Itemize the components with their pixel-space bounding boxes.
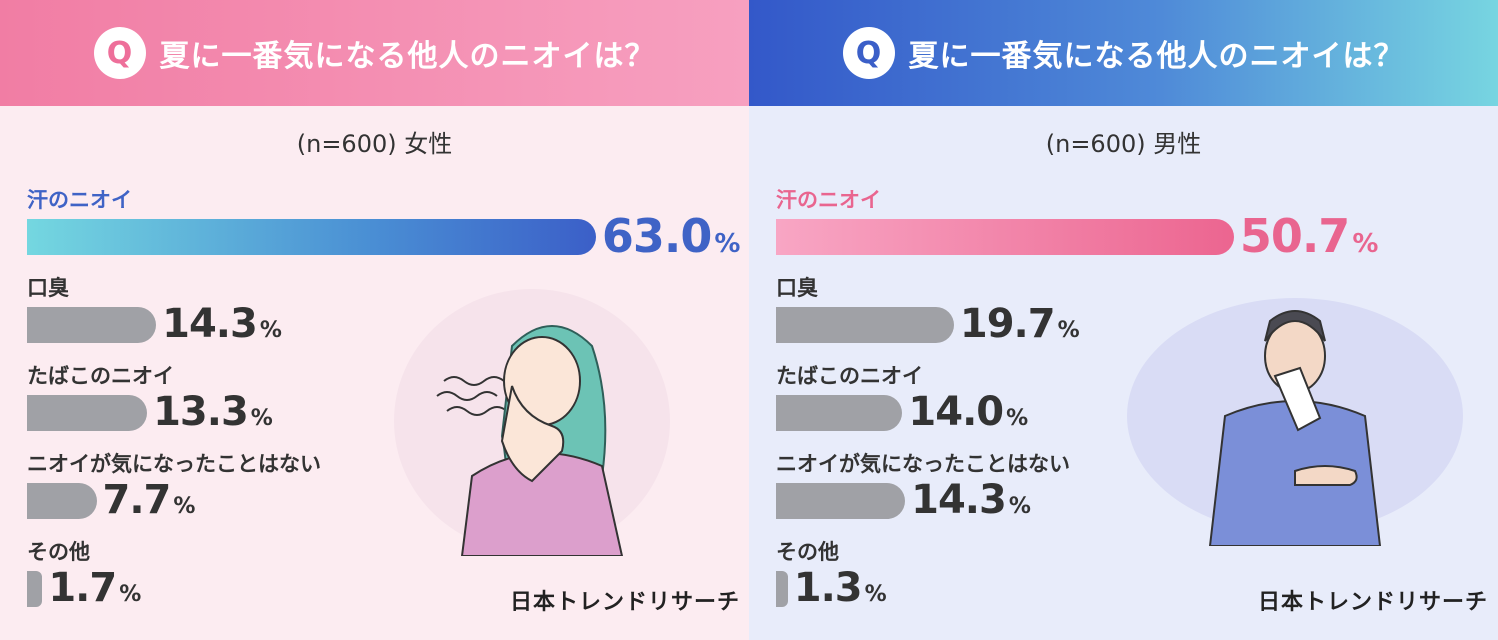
question-title: 夏に一番気になる他人のニオイは？	[159, 39, 656, 74]
bar	[776, 219, 1234, 255]
value-label: 63.0%	[601, 209, 741, 263]
man-covering-mouth-illustration	[1127, 298, 1463, 546]
bar	[776, 395, 903, 431]
value-label: 1.7%	[48, 565, 142, 611]
value-label: 50.7%	[1239, 209, 1379, 263]
sample-size-label: (n=600) 女性	[296, 130, 453, 158]
question-mark-icon: Q	[93, 27, 146, 79]
value-label: 14.3%	[911, 477, 1031, 523]
female-panel: Q 夏に一番気になる他人のニオイは？ (n=600) 女性 汗のニオイ 63.0%…	[0, 0, 749, 640]
bar	[776, 571, 788, 607]
value-label: 1.3%	[793, 565, 887, 611]
category-label: たばこのニオイ	[27, 364, 174, 388]
nihon-trend-research-logo: 日本トレンドリサーチ	[510, 590, 741, 615]
category-label: 口臭	[27, 276, 69, 300]
female-header: Q 夏に一番気になる他人のニオイは？	[0, 0, 749, 106]
category-label: その他	[27, 540, 90, 564]
question-mark-icon: Q	[842, 27, 895, 79]
male-bar-chart: 汗のニオイ 50.7% 口臭 19.7% たばこのニオイ 14.0% ニオイが気になったこと…	[749, 0, 1498, 640]
category-label: 汗のニオイ	[27, 188, 132, 212]
value-label: 14.3%	[162, 301, 282, 347]
male-panel: Q 夏に一番気になる他人のニオイは？ (n=600) 男性 汗のニオイ 50.7%…	[749, 0, 1498, 640]
bar	[27, 219, 596, 255]
nihon-trend-research-logo: 日本トレンドリサーチ	[1258, 590, 1489, 615]
woman-covering-nose-illustration	[394, 289, 670, 556]
value-label: 7.7%	[102, 477, 196, 523]
bar	[27, 571, 43, 607]
category-label: たばこのニオイ	[776, 364, 923, 388]
sample-size-label: (n=600) 男性	[1045, 130, 1202, 158]
bar	[27, 483, 97, 519]
category-label: 汗のニオイ	[776, 188, 881, 212]
female-bar-chart: 汗のニオイ 63.0% 口臭 14.3% たばこのニオイ 13.3% ニオイが気になったこと…	[27, 188, 741, 611]
bar	[27, 395, 148, 431]
category-label: 口臭	[776, 276, 818, 300]
category-label: ニオイが気になったことはない	[27, 452, 321, 476]
bar	[27, 307, 157, 343]
category-label: その他	[776, 540, 839, 564]
category-label: ニオイが気になったことはない	[776, 452, 1070, 476]
value-label: 19.7%	[959, 301, 1080, 347]
male-header: Q 夏に一番気になる他人のニオイは？	[749, 0, 1498, 106]
bar	[776, 307, 954, 343]
value-label: 14.0%	[908, 389, 1029, 435]
bar	[776, 483, 906, 519]
question-title: 夏に一番気になる他人のニオイは？	[908, 39, 1405, 74]
value-label: 13.3%	[153, 389, 273, 435]
